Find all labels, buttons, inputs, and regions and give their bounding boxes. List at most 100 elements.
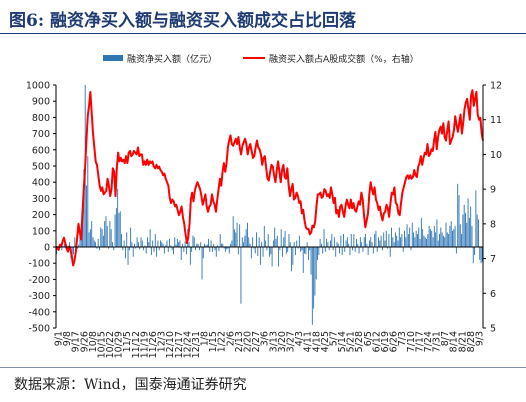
bar	[202, 247, 204, 259]
bar	[401, 234, 403, 247]
bar	[88, 232, 90, 247]
bar	[429, 229, 431, 247]
share-line	[55, 89, 484, 267]
bar	[361, 242, 363, 247]
left-tick-label: 0	[44, 243, 50, 254]
x-tick-label: 4/11	[303, 331, 314, 352]
bar	[448, 234, 450, 247]
bar	[193, 237, 195, 247]
source-note: 数据来源：Wind，国泰海通证券研究	[14, 377, 247, 393]
bar	[163, 247, 165, 254]
line-series	[55, 89, 484, 267]
bar	[463, 204, 465, 247]
figure-title: 图6: 融资净买入额与融资买入额成交占比回落	[9, 11, 357, 31]
bar	[254, 247, 256, 254]
bar	[420, 217, 422, 247]
bar	[152, 240, 154, 247]
bar	[371, 242, 373, 247]
bar	[295, 247, 296, 256]
bar	[236, 222, 238, 247]
right-tick-label: 5	[490, 324, 496, 335]
bar	[258, 237, 260, 247]
bar	[191, 247, 193, 252]
left-tick-label: -500	[28, 324, 50, 335]
bar	[174, 237, 176, 247]
bar	[407, 234, 409, 247]
bar	[479, 247, 481, 260]
bar	[422, 229, 424, 247]
bar	[143, 247, 145, 251]
bar	[182, 243, 183, 247]
bar	[230, 243, 232, 247]
bar	[357, 243, 359, 247]
bar	[466, 222, 468, 247]
bar	[318, 247, 320, 256]
bar	[461, 234, 463, 247]
bar	[441, 232, 443, 247]
bar	[227, 247, 229, 249]
left-tick-label: 100	[32, 226, 50, 237]
bar	[358, 247, 360, 254]
x-tick-label: 11/5	[122, 331, 133, 352]
x-tick-label: 10/15	[96, 331, 107, 358]
bar	[449, 225, 451, 247]
bar	[297, 247, 299, 249]
bar	[267, 234, 269, 247]
bar	[414, 237, 416, 247]
x-tick-label: 8/7	[440, 331, 451, 346]
bar	[314, 247, 316, 296]
bar	[222, 243, 224, 247]
bar	[411, 222, 413, 247]
bar	[215, 247, 217, 257]
bar	[322, 247, 324, 254]
bar	[278, 247, 280, 267]
bar	[331, 234, 333, 247]
bar	[311, 247, 313, 325]
x-tick-label: 7/31	[432, 331, 443, 352]
bar	[352, 247, 354, 251]
bar	[196, 243, 198, 247]
bar	[348, 243, 350, 247]
bar	[162, 243, 164, 247]
bar	[170, 245, 172, 247]
bar	[289, 242, 291, 247]
bar	[436, 219, 438, 247]
bar	[440, 227, 442, 247]
bar	[99, 247, 100, 251]
bar	[272, 240, 274, 247]
bar	[137, 242, 139, 247]
x-tick-label: 2/13	[234, 331, 245, 352]
bar	[184, 241, 186, 247]
bar	[226, 247, 228, 250]
bar	[150, 247, 152, 256]
bar	[201, 247, 203, 280]
bar	[478, 219, 479, 247]
bar	[240, 247, 242, 304]
x-tick-label: 4/18	[311, 331, 322, 352]
x-tick-label: 11/12	[131, 331, 142, 358]
bar	[224, 247, 226, 252]
bar	[91, 221, 93, 247]
bar	[323, 229, 325, 247]
bar	[118, 212, 120, 247]
bar	[296, 240, 298, 247]
x-tick-label: 4/3	[294, 331, 305, 346]
bar	[363, 237, 365, 247]
bar	[200, 242, 202, 247]
x-tick-label: 3/27	[285, 331, 296, 352]
bar	[195, 247, 196, 251]
bar	[292, 247, 294, 265]
bar	[218, 247, 220, 252]
bar	[121, 234, 122, 247]
legend-bar-swatch	[103, 55, 123, 61]
bar	[156, 247, 158, 257]
bar	[367, 247, 369, 256]
bar	[153, 247, 155, 252]
bar	[243, 242, 244, 247]
bar	[83, 169, 85, 247]
bar	[405, 237, 407, 247]
bar	[433, 225, 435, 247]
bar	[439, 234, 440, 247]
bar	[418, 227, 420, 247]
bar	[453, 229, 455, 247]
